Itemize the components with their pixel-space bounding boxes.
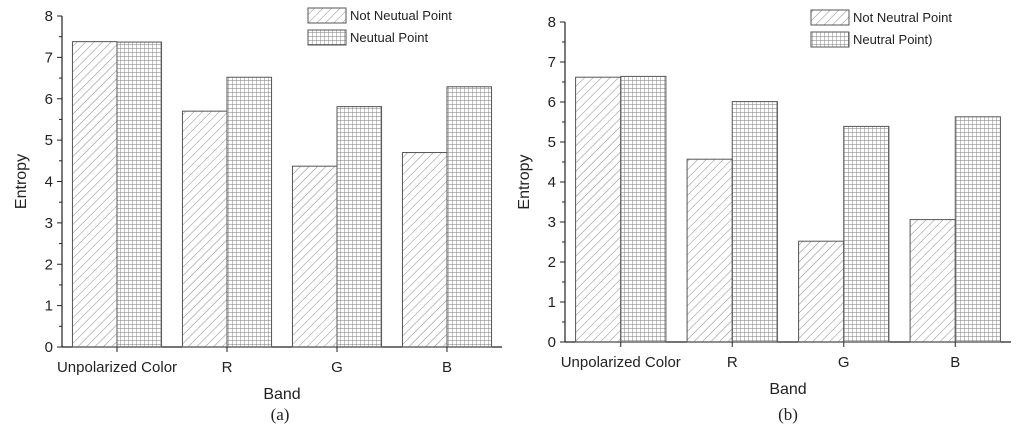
legend-swatch-neutral: [307, 29, 347, 46]
y-tick-label: 6: [45, 91, 53, 108]
x-tick-label: R: [222, 359, 233, 376]
x-tick-label: Unpolarized Color: [561, 354, 681, 371]
bar-not-neutral-0: [575, 76, 622, 343]
y-tick-label: 8: [548, 14, 556, 31]
bar-neutral-2: [843, 125, 890, 343]
bar-not-neutral-2: [291, 165, 338, 348]
legend-label-neutral: Neutral Point): [853, 32, 932, 47]
x-axis-title: Band: [263, 386, 300, 403]
y-tick-label: 0: [45, 339, 53, 356]
panel-label: (b): [778, 405, 798, 424]
y-tick-label: 2: [548, 254, 556, 271]
y-tick-label: 4: [45, 174, 53, 191]
x-tick-label: G: [331, 359, 343, 376]
bar-not-neutral-3: [401, 152, 448, 348]
panel-label: (a): [271, 405, 290, 424]
bar-not-neutral-3: [909, 219, 956, 343]
x-tick-label: B: [950, 354, 960, 371]
y-tick-label: 7: [45, 49, 53, 66]
bar-neutral-3: [446, 86, 493, 348]
legend-label-not-neutral: Not Neutual Point: [350, 8, 452, 23]
y-tick-label: 3: [45, 215, 53, 232]
x-tick-label: B: [442, 359, 452, 376]
bar-not-neutral-1: [686, 158, 733, 343]
legend-label-neutral: Neutual Point: [350, 30, 428, 45]
legend-swatch-neutral: [810, 31, 850, 48]
bar-neutral-0: [116, 41, 163, 348]
bar-not-neutral-1: [181, 110, 228, 348]
y-tick-label: 5: [45, 132, 53, 149]
y-axis-title: Entropy: [13, 154, 30, 209]
y-tick-label: 4: [548, 174, 556, 191]
legend-label-not-neutral: Not Neutral Point: [853, 10, 952, 25]
x-tick-label: Unpolarized Color: [57, 359, 177, 376]
chart-panel-a: 0 1 2 3 4 5 6 7 8 Unpolarized Color R G B Band Entropy…: [13, 7, 502, 424]
bar-not-neutral-2: [798, 240, 845, 343]
x-tick-label: G: [838, 354, 850, 371]
legend-swatch-not-neutral: [307, 7, 347, 24]
y-tick-label: 7: [548, 54, 556, 71]
y-tick-label: 1: [548, 294, 556, 311]
bar-neutral-2: [336, 106, 383, 348]
bar-neutral-1: [226, 76, 273, 348]
y-tick-label: 2: [45, 256, 53, 273]
x-tick-label: R: [727, 354, 738, 371]
y-tick-label: 3: [548, 214, 556, 231]
bar-neutral-3: [954, 116, 1001, 343]
x-axis-title: Band: [769, 381, 806, 398]
chart-panel-b: 0 1 2 3 4 5 6 7 8 Unpolarized Color R G B Band Entropy…: [516, 9, 1011, 424]
y-tick-label: 0: [548, 334, 556, 351]
y-tick-label: 6: [548, 94, 556, 111]
y-tick-label: 5: [548, 134, 556, 151]
y-tick-label: 8: [45, 8, 53, 25]
y-axis-title: Entropy: [516, 154, 533, 209]
bar-neutral-1: [731, 101, 778, 343]
y-tick-label: 1: [45, 298, 53, 315]
legend-swatch-not-neutral: [810, 9, 850, 26]
bar-not-neutral-0: [71, 41, 118, 348]
bar-neutral-0: [620, 75, 667, 343]
